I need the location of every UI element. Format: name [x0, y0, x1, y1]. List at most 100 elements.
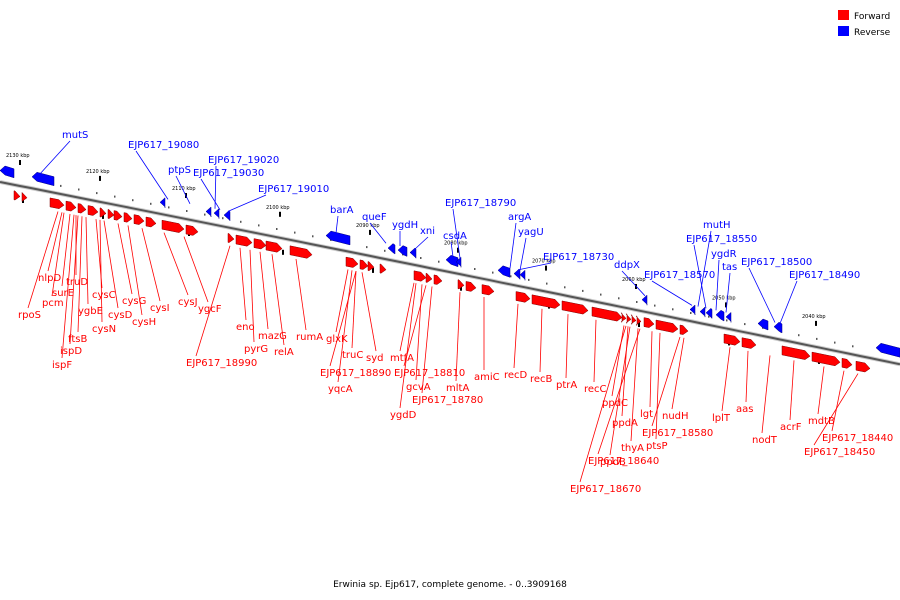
forward-gene-label: ygdD	[390, 410, 417, 421]
forward-gene-feature	[643, 317, 655, 328]
reverse-gene-feature-arrow	[689, 304, 696, 315]
forward-gene-label: rumA	[296, 332, 323, 343]
forward-gene-feature-arrow	[741, 337, 757, 349]
reverse-gene-feature-arrow	[205, 206, 212, 217]
forward-gene-leader	[361, 272, 377, 352]
reverse-gene-feature-arrow	[773, 321, 783, 334]
reverse-gene-label: ygdH	[392, 220, 418, 231]
forward-gene-feature-arrow	[123, 212, 133, 223]
forward-gene-feature-arrow	[481, 284, 495, 296]
forward-gene-feature	[591, 306, 623, 322]
scale-tick-lower	[282, 249, 284, 255]
forward-gene-feature-arrow	[289, 245, 313, 259]
reverse-gene-label: mutH	[703, 220, 731, 231]
forward-gene-leader	[337, 270, 353, 383]
reverse-gene-feature	[875, 343, 900, 358]
reverse-gene-leader	[715, 259, 720, 311]
forward-gene-label: lgt	[640, 409, 653, 420]
forward-gene-feature-arrow	[620, 312, 627, 323]
forward-gene-feature-arrow	[161, 219, 185, 233]
forward-gene-feature	[65, 200, 77, 212]
scale-tick-lower	[372, 267, 374, 273]
forward-gene-feature-arrow	[630, 314, 637, 325]
minor-tick-mark	[168, 206, 170, 209]
minor-tick-mark	[240, 220, 242, 223]
legend-reverse-swatch	[838, 26, 849, 36]
forward-gene-feature	[289, 245, 313, 259]
scale-mark-label: 2050 kbp	[712, 295, 736, 301]
reverse-gene-label: EJP617_18490	[789, 270, 860, 281]
forward-gene-label: truD	[66, 277, 88, 288]
forward-gene-label: EJP617_18440	[822, 433, 893, 444]
forward-gene-feature-arrow	[643, 317, 655, 328]
reverse-gene-feature	[773, 321, 783, 334]
reverse-gene-label: EJP617_18730	[543, 252, 614, 263]
reverse-gene-leader	[725, 272, 731, 313]
forward-gene-leader	[99, 219, 103, 323]
gene-features-layer	[0, 165, 900, 373]
forward-gene-feature	[145, 216, 157, 228]
forward-gene-label: mazG	[258, 331, 287, 342]
forward-gene-feature	[77, 203, 87, 214]
forward-gene-feature	[235, 234, 253, 247]
forward-gene-feature-arrow	[457, 279, 465, 290]
forward-gene-leader	[51, 212, 65, 297]
forward-gene-feature	[133, 214, 145, 225]
forward-gene-label: cysD	[108, 310, 133, 321]
forward-gene-leader	[27, 211, 59, 309]
forward-gene-label: recB	[530, 374, 553, 385]
reverse-gene-label: EJP617_19080	[128, 140, 199, 151]
forward-gene-leader	[579, 325, 627, 483]
forward-gene-leader	[721, 347, 731, 412]
reverse-gene-feature	[159, 197, 166, 208]
forward-gene-label: cysC	[92, 290, 116, 301]
forward-gene-label: mdtB	[808, 416, 835, 427]
reverse-gene-label: EJP617_19020	[208, 155, 279, 166]
forward-gene-leader	[103, 220, 119, 309]
scale-tick	[99, 175, 101, 181]
minor-tick-mark	[312, 235, 314, 238]
gene-labels-layer: mutS EJP617_19080 ptpS EJP617_19020 EJP617_1…	[18, 130, 893, 495]
forward-gene-feature	[21, 191, 28, 202]
forward-gene-leader	[329, 270, 357, 367]
forward-gene-leader	[649, 331, 653, 408]
forward-gene-feature	[630, 314, 637, 325]
forward-gene-feature-arrow	[465, 281, 477, 292]
forward-gene-feature-arrow	[515, 291, 531, 303]
reverse-gene-feature-arrow	[445, 255, 459, 268]
forward-gene-feature	[161, 219, 185, 233]
forward-gene-label: nudH	[662, 411, 689, 422]
scale-mark-label: 2040 kbp	[802, 314, 826, 320]
forward-gene-label: nlpD	[38, 273, 61, 284]
reverse-gene-feature-arrow	[757, 318, 769, 331]
forward-gene-feature-arrow	[77, 203, 87, 214]
forward-gene-leader	[85, 217, 89, 305]
minor-tick-mark	[150, 202, 152, 205]
forward-gene-leader	[630, 328, 639, 442]
reverse-gene-feature	[455, 256, 462, 268]
reverse-gene-label: EJP617_18790	[445, 198, 516, 209]
reverse-gene-feature-arrow	[397, 245, 408, 257]
reverse-gene-leader	[200, 178, 221, 211]
forward-gene-label: thyA	[621, 443, 644, 454]
reverse-gene-feature	[725, 311, 732, 323]
forward-gene-leader	[455, 292, 461, 382]
reverse-gene-feature-arrow	[519, 269, 526, 281]
forward-gene-label: nodT	[752, 435, 778, 446]
forward-gene-feature-arrow	[781, 345, 811, 360]
scale-tick	[369, 229, 371, 235]
reverse-gene-feature-arrow	[0, 165, 15, 179]
reverse-gene-label: xni	[420, 226, 435, 237]
forward-gene-label: EJP617_18450	[804, 447, 875, 458]
reverse-gene-feature	[31, 172, 55, 187]
forward-gene-leader	[77, 216, 83, 333]
forward-gene-feature	[515, 291, 531, 303]
forward-gene-feature	[13, 190, 21, 201]
reverse-gene-feature	[387, 243, 396, 255]
scale-mark-label: 2100 kbp	[266, 205, 290, 211]
reverse-gene-feature-arrow	[409, 247, 417, 259]
forward-gene-label: EJP617_18640	[588, 456, 659, 467]
reverse-gene-feature-arrow	[387, 243, 396, 255]
forward-gene-feature-arrow	[367, 261, 375, 271]
reverse-gene-feature	[699, 306, 706, 318]
